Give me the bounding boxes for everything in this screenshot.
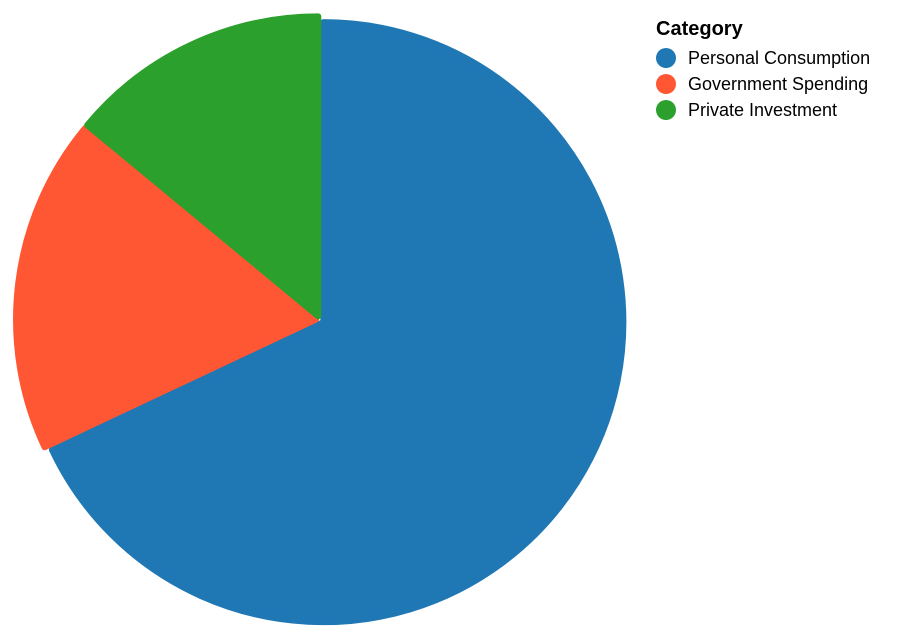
pie-slice-government-spending [13, 125, 320, 451]
legend-label-personal-consumption: Personal Consumption [688, 47, 871, 68]
legend-item-personal-consumption: Personal Consumption [656, 45, 870, 71]
legend-swatch-government-spending [656, 74, 676, 94]
legend: Category Personal Consumption Government… [656, 18, 870, 123]
pie-chart [13, 13, 627, 626]
legend-label-government-spending: Government Spending [688, 73, 869, 94]
legend-title: Category [656, 18, 743, 40]
legend-item-government-spending: Government Spending [656, 71, 870, 97]
pie-slice-private-investment [84, 13, 322, 320]
legend-swatch-personal-consumption [656, 48, 676, 68]
legend-swatch-private-investment [656, 100, 676, 120]
legend-item-private-investment: Private Investment [656, 97, 870, 123]
pie-slice-personal-consumption [48, 19, 627, 626]
legend-label-private-investment: Private Investment [688, 99, 838, 120]
